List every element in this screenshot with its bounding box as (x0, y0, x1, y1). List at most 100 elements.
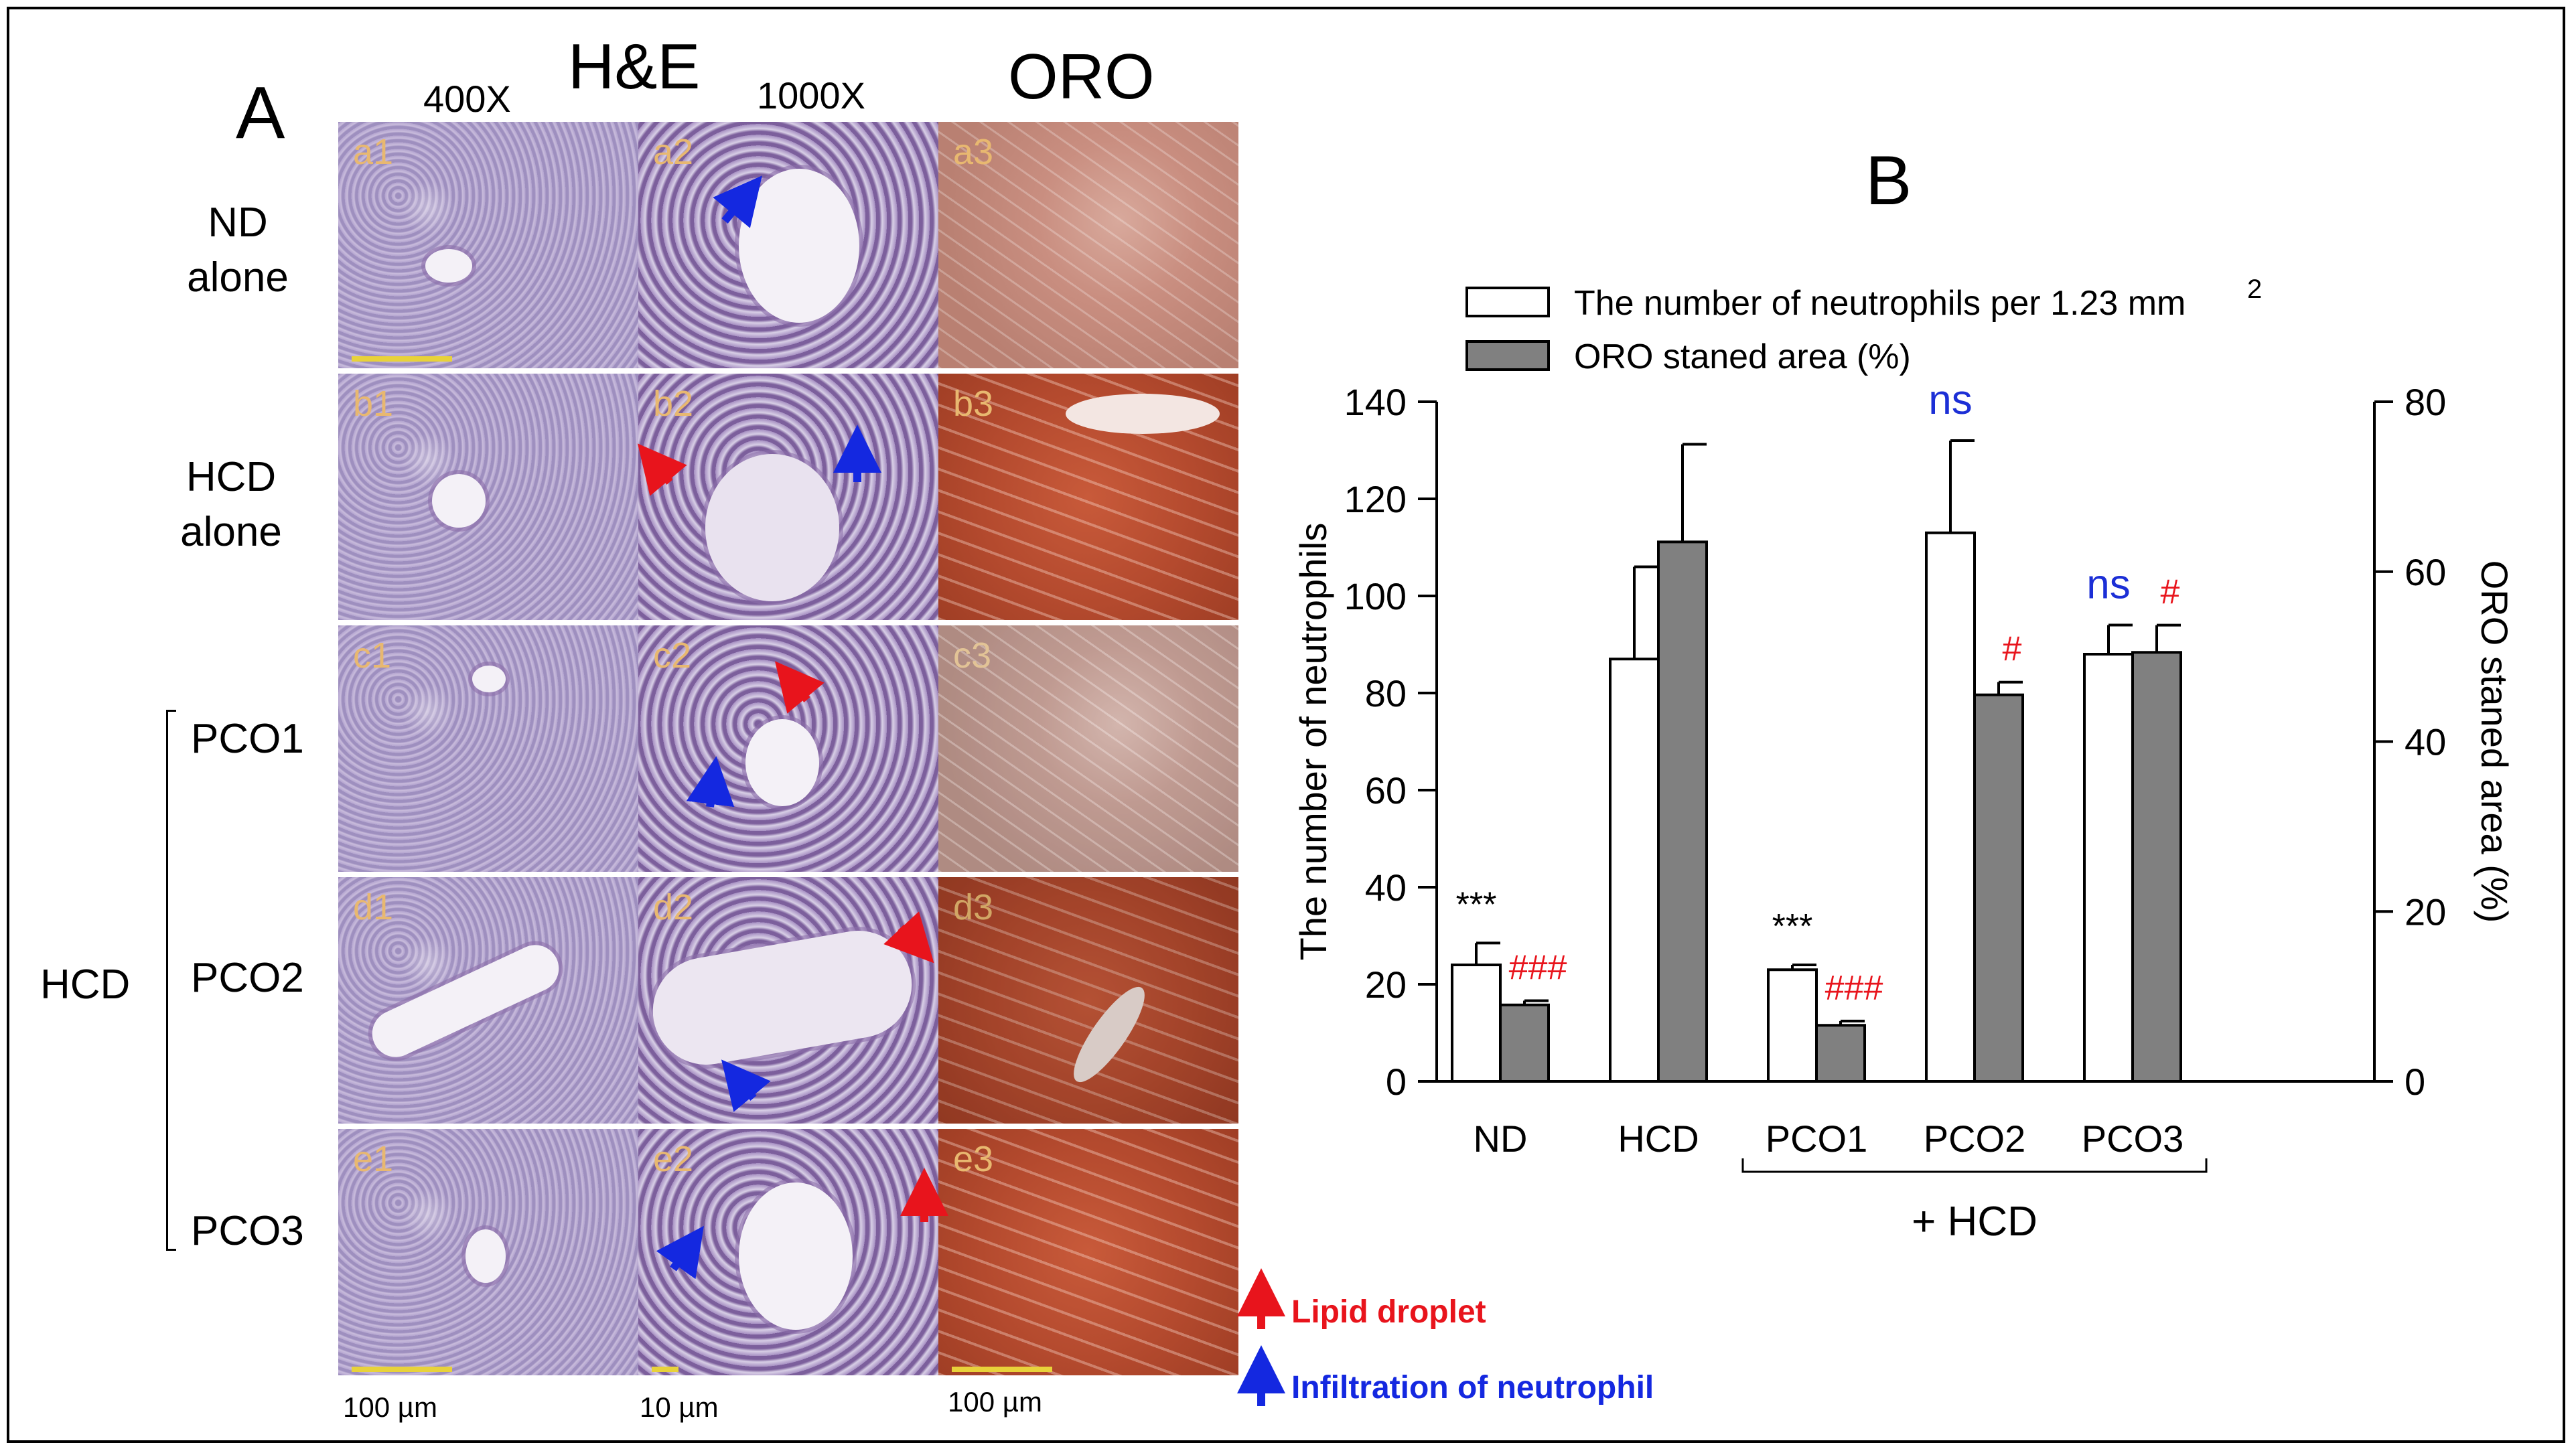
tile-label: b3 (953, 384, 994, 424)
neutrophil-arrow (686, 756, 735, 808)
neutrophil-arrow (656, 1225, 704, 1280)
left-tick-label: 40 (1365, 866, 1407, 909)
bar-neutrophils (2083, 653, 2134, 1083)
bar-neutrophils (1767, 968, 1818, 1083)
bar-neutrophils (1609, 658, 1660, 1083)
significance-annotation: ns (2086, 562, 2130, 608)
tile-label: d2 (653, 887, 694, 927)
significance-annotation: ns (1928, 377, 1972, 423)
bar-oro-area (2131, 651, 2182, 1083)
panel-a-letter: A (236, 72, 285, 154)
left-tick-label: 80 (1365, 672, 1407, 714)
micrograph-c3: c3 (938, 625, 1238, 872)
figure-frame (7, 7, 2565, 1443)
left-tick-label: 20 (1365, 964, 1407, 1006)
micrograph-e2: e2 (638, 1129, 938, 1375)
category-label: PCO3 (2082, 1118, 2184, 1160)
row-label-hcd: HCD alone (161, 450, 301, 560)
tile-label: b1 (353, 384, 394, 424)
tile-label: a1 (353, 132, 394, 172)
right-axis-title: ORO staned area (%) (2474, 560, 2516, 923)
micrograph-c2: c2 (638, 625, 938, 872)
lipid-arrow (774, 661, 825, 714)
lipid-arrow (883, 911, 934, 964)
tile-label: a2 (653, 132, 694, 172)
row-label-line-1: ND (208, 200, 268, 246)
significance-annotation: # (2003, 630, 2022, 669)
micrograph-d1: d1 (338, 877, 638, 1124)
category-label: PCO2 (1924, 1118, 2026, 1160)
tile-label: d1 (353, 887, 394, 927)
right-tick-label: 0 (2405, 1061, 2425, 1103)
significance-annotation: # (2161, 573, 2180, 612)
tile-label: c2 (653, 635, 692, 676)
mag-1000-label: 1000X (757, 74, 865, 117)
left-tick-label: 0 (1386, 1061, 1407, 1103)
micrograph-b2: b2 (638, 374, 938, 620)
row-label-pco3: PCO3 (191, 1208, 304, 1254)
left-tick-label: 60 (1365, 769, 1407, 812)
category-label: PCO1 (1766, 1118, 1868, 1160)
neutrophil-arrow (721, 1059, 771, 1112)
micrograph-a3: a3 (938, 122, 1238, 368)
right-tick-label: 80 (2405, 381, 2446, 423)
scale-label-1000x: 10 µm (640, 1391, 719, 1423)
row-label-line-2: alone (180, 509, 282, 555)
micrograph-a2: a2 (638, 122, 938, 368)
bar-oro-area (1657, 540, 1708, 1083)
micrograph-e1: e1 (338, 1129, 638, 1375)
he-title: H&E (568, 31, 701, 102)
legend-swatch-neutrophils (1465, 287, 1550, 317)
bar-neutrophils (1451, 964, 1502, 1083)
bar-oro-area (1499, 1003, 1550, 1083)
tile-label: d3 (953, 887, 994, 927)
row-label-pco2: PCO2 (191, 955, 304, 1001)
scale-label-oro: 100 µm (948, 1386, 1042, 1418)
tile-label: e3 (953, 1139, 994, 1179)
tile-label: e1 (353, 1139, 394, 1179)
neutrophil-legend: Infiltration of neutrophil (1291, 1370, 1654, 1405)
category-label: ND (1474, 1118, 1528, 1160)
legend-label-oro-area: ORO staned area (%) (1574, 337, 1911, 376)
significance-annotation: *** (1456, 885, 1497, 924)
left-axis-title: The number of neutrophils (1292, 523, 1334, 961)
lipid-arrow (637, 443, 687, 496)
micrograph-d3: d3 (938, 877, 1238, 1124)
oro-title: ORO (1008, 41, 1155, 112)
right-tick-label: 60 (2405, 551, 2446, 593)
legend-label-superscript: 2 (2247, 275, 2262, 304)
hcd-group-bracket (166, 710, 176, 1251)
bar-oro-area (1815, 1024, 1866, 1083)
tile-label: b2 (653, 384, 694, 424)
row-label-pco1: PCO1 (191, 716, 304, 762)
bar-oro-area (1973, 693, 2024, 1083)
left-tick-label: 120 (1344, 478, 1407, 520)
legend-label-neutrophils: The number of neutrophils per 1.23 mm (1574, 284, 2186, 323)
tile-label: c3 (953, 635, 992, 676)
micrograph-e3: e3 (938, 1129, 1238, 1375)
micrograph-b3: b3 (938, 374, 1238, 620)
tile-label: c1 (353, 635, 392, 676)
bar-neutrophils (1925, 531, 1976, 1083)
left-tick-label: 140 (1344, 381, 1407, 423)
legend-swatch-oro-area (1465, 340, 1550, 371)
micrograph-c1: c1 (338, 625, 638, 872)
scale-label-400x: 100 µm (343, 1391, 437, 1423)
right-tick-label: 40 (2405, 721, 2446, 763)
mag-400-label: 400X (423, 78, 511, 120)
tile-label: a3 (953, 132, 994, 172)
hcd-group-label: HCD (40, 962, 131, 1008)
significance-annotation: ### (1825, 969, 1883, 1008)
right-tick-label: 20 (2405, 891, 2446, 933)
significance-annotation: ### (1509, 948, 1567, 987)
left-tick-label: 100 (1344, 575, 1407, 617)
tile-label: e2 (653, 1139, 694, 1179)
panel-b-letter: B (1865, 142, 1912, 220)
significance-annotation: *** (1772, 907, 1813, 946)
micrograph-b1: b1 (338, 374, 638, 620)
bar-chart: B 0 20 40 60 80 100 120 140 0 20 40 60 80 The number o… (1292, 142, 2516, 1245)
micrograph-a1: a1 (338, 122, 638, 368)
group-label: + HCD (1912, 1199, 2037, 1245)
row-label-line-2: alone (187, 254, 289, 301)
